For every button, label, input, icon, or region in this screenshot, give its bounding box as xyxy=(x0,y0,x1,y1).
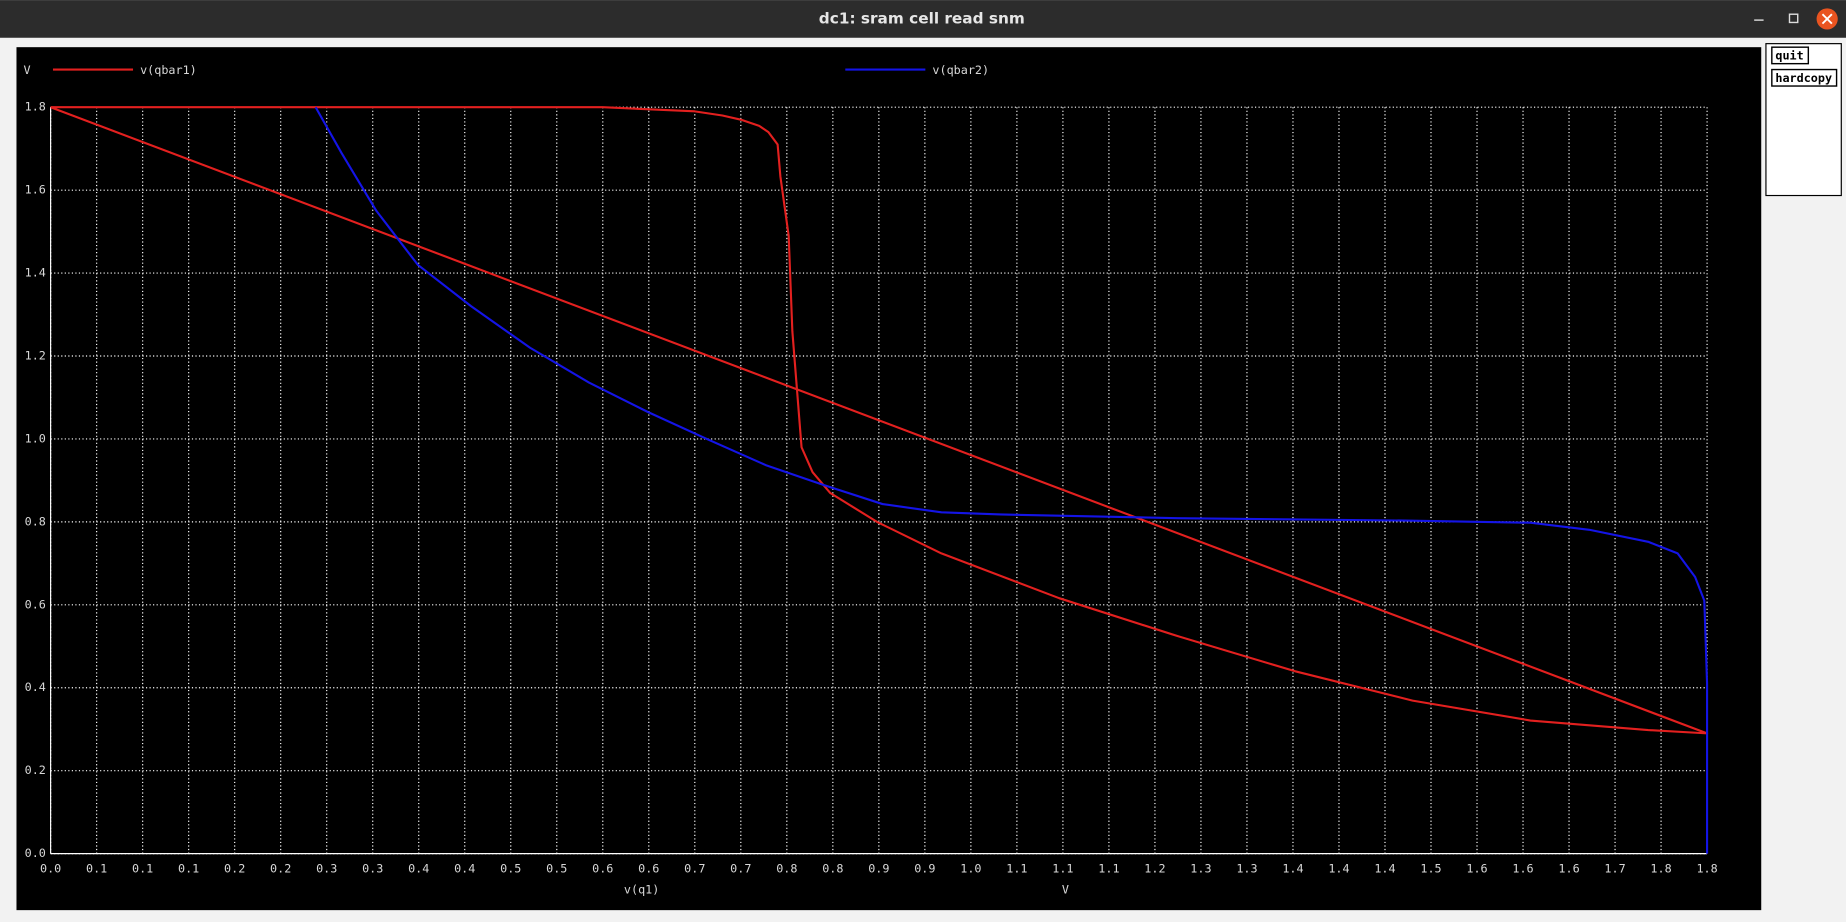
button-panel xyxy=(1765,43,1842,197)
x-tick-label: 1.7 xyxy=(1604,861,1625,875)
y-tick-label: 0.6 xyxy=(25,597,46,611)
legend-label: v(qbar1) xyxy=(140,63,197,77)
x-tick-label: 1.8 xyxy=(1696,861,1717,875)
buttons: quit hardcopy xyxy=(1771,46,1838,87)
x-tick-label: 0.3 xyxy=(362,861,383,875)
x-tick-label: 0.9 xyxy=(868,861,889,875)
x-tick-label: 1.3 xyxy=(1190,861,1211,875)
x-tick-label: 1.8 xyxy=(1650,861,1671,875)
y-tick-label: 1.2 xyxy=(25,349,46,363)
y-axis-label: V xyxy=(24,63,31,77)
window-title: dc1: sram cell read snm xyxy=(819,9,1025,27)
x-tick-label: 1.5 xyxy=(1420,861,1441,875)
x-tick-label: 0.1 xyxy=(178,861,199,875)
x-tick-label: 1.3 xyxy=(1236,861,1257,875)
series-line xyxy=(50,106,1709,735)
x-tick-label: 0.8 xyxy=(822,861,843,875)
x-tick-label: 1.6 xyxy=(1466,861,1487,875)
x-tick-label: 0.5 xyxy=(546,861,567,875)
x-tick-label: 0.6 xyxy=(638,861,659,875)
plot-area xyxy=(16,47,1762,911)
button-frame xyxy=(1771,68,1838,87)
close-button[interactable] xyxy=(1816,8,1838,30)
x-tick-label: 0.3 xyxy=(316,861,337,875)
x-tick-label: 1.1 xyxy=(1098,861,1119,875)
y-tick-label: 0.0 xyxy=(25,846,46,860)
x-tick-label: 0.7 xyxy=(684,861,705,875)
x-tick-label: 1.4 xyxy=(1328,861,1349,875)
y-tick-label: 0.4 xyxy=(25,680,46,694)
x-tick-label: 0.4 xyxy=(454,861,475,875)
x-axis-unit: V xyxy=(1062,883,1069,897)
y-tick-label: 0.2 xyxy=(25,763,46,777)
x-tick-label: 0.8 xyxy=(776,861,797,875)
y-tick-label: 1.4 xyxy=(25,266,46,280)
x-tick-label: 0.1 xyxy=(86,861,107,875)
maximize-button[interactable] xyxy=(1788,13,1799,24)
x-tick-label: 1.6 xyxy=(1512,861,1533,875)
plot: 0.0 0.1 0.1 0.1 0.2 0.2 0.3 0.3 0.4 0.4 0.5 0.5 0.6 0… xyxy=(24,63,1718,896)
x-axis-label: v(q1) xyxy=(624,883,659,897)
x-tick-label: 1.1 xyxy=(1006,861,1027,875)
x-tick-label: 1.0 xyxy=(960,861,981,875)
y-tick-label: 1.8 xyxy=(25,100,46,114)
x-tick-label: 1.4 xyxy=(1374,861,1395,875)
x-tick-label: 1.6 xyxy=(1558,861,1579,875)
y-tick-label: 1.6 xyxy=(25,183,46,197)
button[interactable]: hardcopy xyxy=(1771,68,1838,87)
y-tick-label: 1.0 xyxy=(25,431,46,445)
x-tick-label: 1.1 xyxy=(1052,861,1073,875)
x-tick-label: 0.7 xyxy=(730,861,751,875)
title-bar xyxy=(0,0,1846,38)
legend-label: v(qbar2) xyxy=(932,63,989,77)
button[interactable]: quit xyxy=(1771,46,1810,65)
x-tick-label: 1.4 xyxy=(1282,861,1303,875)
series-line xyxy=(314,106,1709,854)
button-label: quit xyxy=(1775,49,1803,63)
x-tick-label: 0.4 xyxy=(408,861,429,875)
x-tick-label: 0.1 xyxy=(132,861,153,875)
button-label: hardcopy xyxy=(1775,71,1832,85)
x-tick-label: 0.2 xyxy=(270,861,291,875)
x-tick-label: 0.5 xyxy=(500,861,521,875)
button-frame xyxy=(1771,46,1810,65)
x-tick-label: 0.2 xyxy=(224,861,245,875)
x-tick-label: 0.9 xyxy=(914,861,935,875)
x-tick-label: 1.2 xyxy=(1144,861,1165,875)
x-tick-label: 0.6 xyxy=(592,861,613,875)
x-tick-label: 0.0 xyxy=(40,861,61,875)
close-icon xyxy=(1821,13,1833,25)
y-tick-label: 0.8 xyxy=(25,514,46,528)
